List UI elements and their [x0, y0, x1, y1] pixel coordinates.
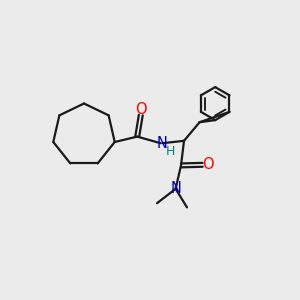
Text: O: O [202, 157, 214, 172]
Text: N: N [157, 136, 168, 151]
Text: N: N [170, 181, 181, 196]
Text: O: O [135, 102, 147, 117]
Text: H: H [166, 145, 176, 158]
